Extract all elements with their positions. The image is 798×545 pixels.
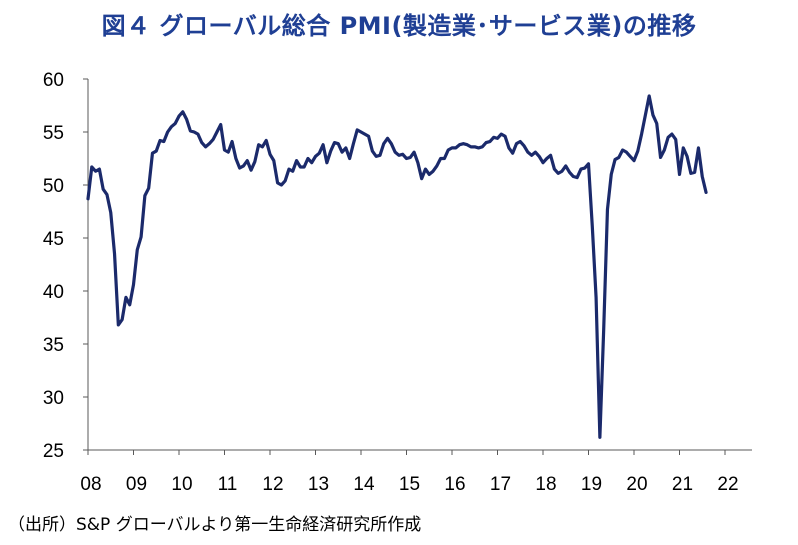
x-tick-label: 12 (262, 474, 283, 495)
x-tick-label: 20 (626, 474, 647, 495)
x-tick-label: 21 (672, 474, 693, 495)
y-tick-label: 55 (43, 123, 64, 144)
chart-title: 図４ グローバル総合 PMI(製造業･サービス業)の推移 (101, 12, 697, 40)
y-tick-label: 50 (43, 176, 64, 197)
y-tick-label: 60 (43, 70, 64, 91)
x-tick-label: 11 (218, 474, 238, 495)
x-tick-label: 13 (308, 474, 329, 495)
source-note: （出所）S&P グローバルより第一生命経済研究所作成 (8, 515, 422, 535)
x-tick-label: 15 (399, 474, 420, 495)
y-tick-label: 45 (43, 229, 64, 250)
x-tick-label: 22 (717, 474, 738, 495)
x-tick-label: 14 (353, 474, 375, 495)
chart-axes (87, 79, 752, 451)
x-axis-ticks: 08 09 10 11 12 13 14 15 16 17 18 19 20 21 22 (80, 450, 739, 495)
y-tick-label: 35 (43, 335, 64, 356)
y-tick-label: 30 (43, 388, 64, 409)
y-tick-label: 25 (43, 441, 64, 462)
series-layer (86, 94, 708, 439)
x-tick-label: 17 (490, 474, 511, 495)
series-line-composite-pmi (86, 94, 708, 439)
x-tick-label: 09 (126, 474, 147, 495)
x-tick-label: 10 (171, 474, 192, 495)
x-tick-label: 08 (80, 474, 101, 495)
x-tick-label: 16 (444, 474, 465, 495)
y-tick-label: 40 (43, 282, 64, 303)
x-tick-label: 18 (535, 474, 556, 495)
y-axis-ticks: 25 30 35 40 45 50 55 60 (43, 70, 88, 462)
x-tick-label: 19 (581, 474, 602, 495)
